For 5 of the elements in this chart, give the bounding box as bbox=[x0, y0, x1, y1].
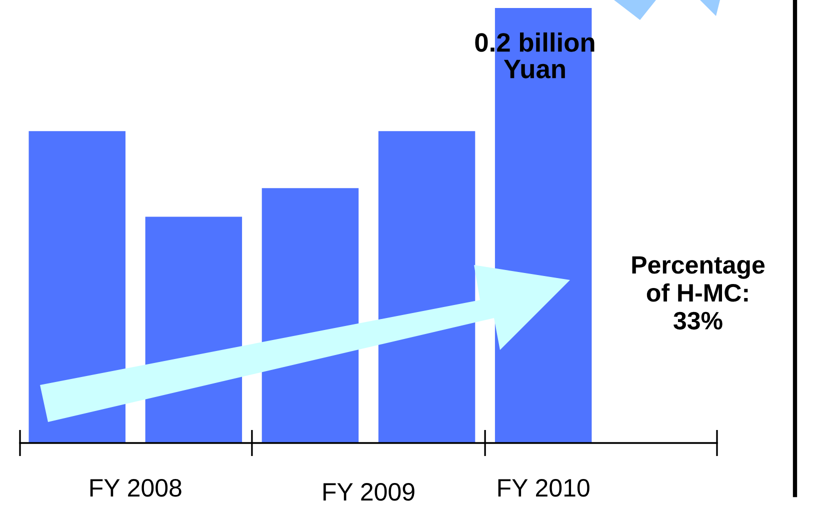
text: Percentage of H-MC: 33% bbox=[632, 256, 765, 330]
text: FY 2008 bbox=[90, 479, 182, 497]
text: FY 2009 bbox=[324, 483, 414, 501]
text: FY 2010 bbox=[498, 479, 590, 497]
bar bbox=[378, 131, 476, 443]
